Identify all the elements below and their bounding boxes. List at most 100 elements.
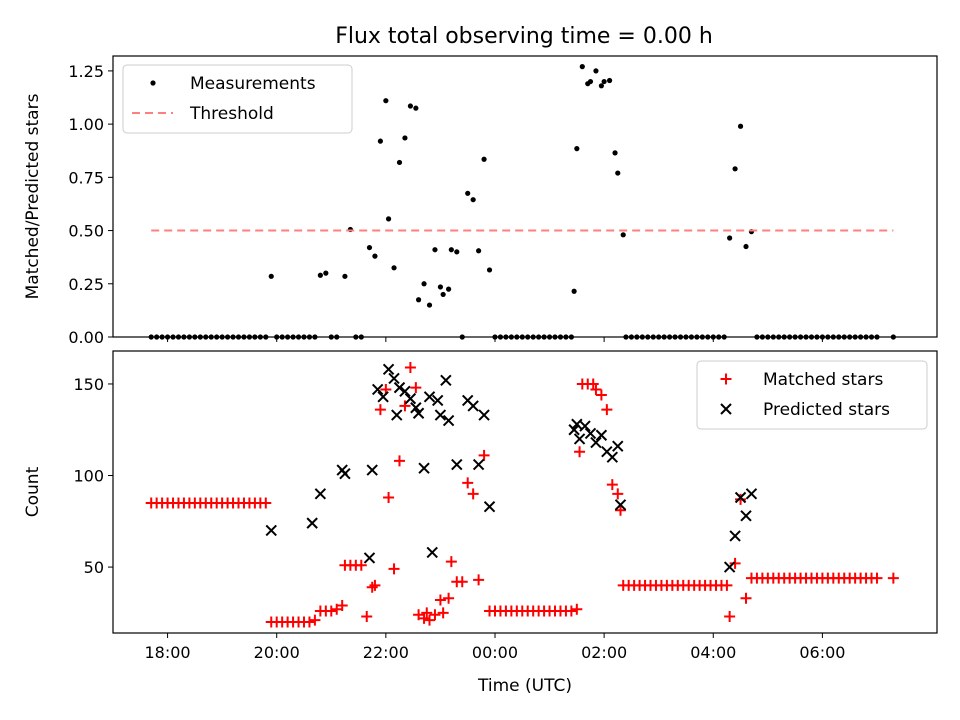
top-ytick-label: 1.25 <box>68 62 104 81</box>
matched-star-point <box>614 504 626 516</box>
legend-measurements-marker <box>150 80 156 86</box>
predicted-star-point <box>366 464 378 476</box>
measurement-point <box>268 273 274 279</box>
measurement-point <box>615 170 621 176</box>
predicted-star-point <box>412 407 425 419</box>
matched-star-point <box>260 497 272 509</box>
predicted-star-point <box>729 530 741 542</box>
matched-star-point <box>336 600 348 612</box>
predicted-star-point <box>606 451 619 463</box>
measurement-point <box>606 77 613 84</box>
predicted-star-point <box>371 383 384 396</box>
predicted-star-point <box>434 409 447 421</box>
measurement-point <box>574 146 580 152</box>
measurement-point <box>571 288 577 294</box>
measurement-point <box>481 156 487 162</box>
matched-star-point <box>478 449 490 461</box>
top-ytick-label: 0.00 <box>68 328 104 347</box>
legend-predicted-label: Predicted stars <box>763 400 890 420</box>
measurement-point <box>612 150 618 156</box>
measurement-point <box>593 68 599 74</box>
top-ytick-label: 0.50 <box>68 222 104 241</box>
matched-star-point <box>437 607 449 619</box>
predicted-star-point <box>568 424 580 436</box>
predicted-star-point <box>426 546 438 559</box>
bottom-x-axis-label: Time (UTC) <box>477 676 572 696</box>
measurement-point <box>421 281 427 287</box>
matched-star-point <box>601 404 613 416</box>
predicted-star-point <box>584 427 597 440</box>
predicted-star-point <box>472 458 485 471</box>
predicted-star-point <box>339 467 351 480</box>
predicted-star-point <box>404 392 417 405</box>
predicted-star-point <box>723 561 736 573</box>
measurement-point <box>486 267 493 273</box>
predicted-star-point <box>614 499 627 511</box>
measurement-point <box>440 291 446 298</box>
measurement-point <box>407 103 414 109</box>
predicted-star-point <box>740 510 752 522</box>
bottom-xtick-label: 00:00 <box>472 643 518 662</box>
bottom-xtick-label: 18:00 <box>145 643 191 662</box>
matched-star-point <box>571 603 583 615</box>
measurement-point <box>454 249 460 255</box>
matched-star-point <box>399 400 411 412</box>
predicted-star-point <box>306 517 318 529</box>
matched-star-point <box>467 488 479 500</box>
measurement-point <box>446 286 452 292</box>
measurement-point <box>620 232 626 238</box>
predicted-star-point <box>590 436 602 449</box>
matched-star-point <box>383 491 395 503</box>
matched-star-point <box>393 455 405 467</box>
matched-star-point <box>404 361 416 373</box>
bottom-y-axis-label: Count <box>23 466 43 517</box>
predicted-star-point <box>451 458 463 471</box>
chart-title: Flux total observing time = 0.00 h <box>335 24 713 49</box>
matched-star-point <box>740 592 752 604</box>
matched-star-point <box>721 579 733 591</box>
measurement-point <box>465 190 471 196</box>
bottom-ytick-label: 50 <box>84 558 104 577</box>
bottom-xtick-label: 22:00 <box>363 643 409 662</box>
matched-star-point <box>456 576 468 588</box>
legend-predicted-marker <box>720 403 732 415</box>
matched-star-point <box>374 404 386 416</box>
matched-star-point <box>388 563 400 575</box>
matched-star-point <box>421 607 433 619</box>
top-ytick-label: 0.75 <box>68 168 104 187</box>
matched-star-point <box>325 605 337 617</box>
top-ytick-label: 1.00 <box>68 115 104 134</box>
predicted-star-point <box>467 400 479 412</box>
measurement-point <box>383 98 389 104</box>
matched-star-point <box>606 479 618 491</box>
measurement-point <box>437 284 444 290</box>
matched-star-point <box>590 383 602 395</box>
measurement-point <box>323 270 329 276</box>
bottom-ytick-label: 100 <box>73 467 104 486</box>
matched-star-point <box>871 572 883 584</box>
predicted-star-point <box>382 363 395 376</box>
measurement-point <box>396 159 403 166</box>
measurement-point <box>476 248 482 254</box>
measurement-point <box>391 265 397 271</box>
matched-star-point <box>462 477 474 489</box>
bottom-panel: 50 100 150 18:00 20:00 22:00 00:00 02:00 04:00 06… <box>23 350 938 696</box>
measurement-point <box>601 78 607 85</box>
predicted-star-point <box>442 414 455 427</box>
bottom-xtick-label: 20:00 <box>254 643 300 662</box>
predicted-star-point <box>440 374 452 387</box>
matched-star-point <box>410 382 422 394</box>
predicted-star-point <box>734 491 747 504</box>
predicted-star-point <box>612 440 624 452</box>
predicted-star-point <box>391 409 403 421</box>
measurement-point <box>342 273 348 279</box>
bottom-xtick-label: 02:00 <box>581 643 627 662</box>
measurement-point <box>426 302 433 308</box>
predicted-star-point <box>410 402 422 414</box>
predicted-star-point <box>314 488 327 500</box>
matched-star-point <box>724 611 736 623</box>
predicted-star-point <box>423 391 436 403</box>
matched-star-point <box>434 594 446 606</box>
matched-star-point <box>595 389 607 401</box>
measurement-point <box>402 135 408 141</box>
